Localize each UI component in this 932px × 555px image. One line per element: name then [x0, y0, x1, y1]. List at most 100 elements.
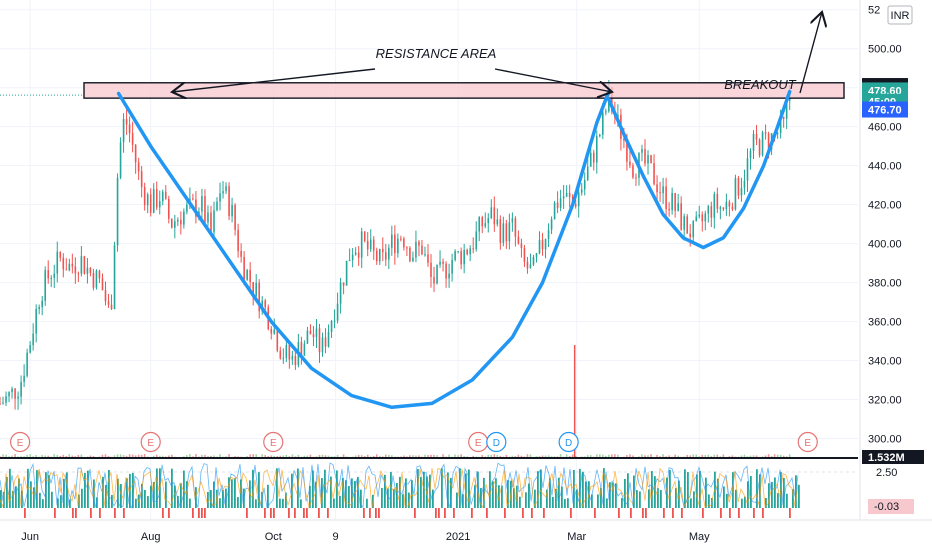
volume-bar: [14, 454, 16, 458]
oscillator-bar: [684, 469, 686, 508]
volume-bar: [499, 455, 502, 458]
oscillator-neg-bar: [738, 508, 740, 518]
oscillator-bar: [540, 469, 542, 508]
candle-body: [562, 196, 565, 199]
volume-bar: [430, 454, 432, 458]
volume-bar: [372, 455, 375, 458]
dividend-marker-circle: [558, 431, 579, 453]
volume-bar: [273, 455, 276, 458]
resistance-arrow-right: [494, 68, 612, 92]
volume-bar: [526, 454, 529, 458]
volume-bar: [285, 454, 288, 458]
candle-body: [354, 252, 357, 255]
volume-bar: [605, 455, 607, 458]
candle-body: [249, 269, 251, 283]
volume-bar: [520, 455, 523, 458]
oscillator-bar: [465, 473, 467, 508]
currency-label: INR: [891, 10, 910, 22]
earnings-marker-label: E: [475, 438, 482, 449]
candle-body: [448, 273, 450, 279]
candle-body: [650, 155, 652, 164]
candle-body: [180, 219, 182, 225]
volume-bar: [252, 454, 254, 458]
oscillator-bar: [222, 490, 224, 508]
price-tick-label: 500.00: [868, 44, 902, 56]
candle-body: [782, 116, 785, 119]
volume-bar: [608, 454, 610, 458]
oscillator-bar: [186, 481, 188, 508]
volume-bar: [228, 454, 230, 458]
oscillator-neg-bar: [444, 508, 446, 518]
candle-body: [698, 214, 701, 217]
candle-body: [463, 249, 465, 265]
volume-bar: [650, 454, 652, 458]
candle-body: [213, 210, 215, 233]
earnings-marker-circle: [263, 431, 284, 453]
oscillator-neg-bar: [762, 508, 764, 518]
candle-body: [623, 138, 625, 141]
candle-body: [731, 206, 734, 210]
price-tick-label: 360.00: [868, 317, 902, 329]
volume-bar: [695, 454, 698, 458]
oscillator-bar: [603, 468, 605, 508]
candle-body: [38, 307, 40, 310]
candle-body: [517, 236, 520, 244]
oscillator-bar: [528, 483, 530, 508]
candle-body: [258, 282, 261, 312]
oscillator-bar: [384, 474, 386, 508]
candle-body: [174, 221, 176, 228]
candle-body: [577, 192, 580, 207]
candle-body: [568, 193, 571, 197]
oscillator-bar: [15, 486, 17, 508]
candle-body: [454, 251, 456, 260]
oscillator-bar: [69, 499, 71, 508]
candle-body: [722, 207, 725, 210]
candle-body: [749, 150, 752, 159]
volume-bar: [213, 455, 215, 458]
candle-body: [312, 334, 315, 338]
oscillator-neg-bar: [630, 508, 632, 518]
volume-bar: [433, 454, 435, 458]
oscillator-bar: [48, 475, 50, 508]
oscillator-bar: [765, 497, 767, 508]
candle-body: [137, 162, 140, 172]
candle-body: [520, 243, 523, 249]
volume-bar: [442, 454, 444, 458]
oscillator-bar: [651, 471, 653, 508]
oscillator-bar: [726, 493, 728, 508]
candle-body: [466, 249, 468, 255]
oscillator-bar: [567, 498, 569, 508]
volume-bar: [11, 455, 13, 458]
volume-bar: [336, 454, 339, 458]
volume-bar: [155, 454, 158, 458]
candle-body: [146, 194, 149, 206]
oscillator-bar: [282, 498, 284, 508]
candle-body: [375, 250, 378, 262]
volume-bar: [460, 454, 462, 458]
candle-body: [282, 357, 285, 359]
volume-bar: [448, 454, 450, 458]
oscillator-bar: [156, 468, 158, 508]
candle-body: [490, 207, 493, 219]
candle-body: [716, 193, 719, 209]
oscillator-bar: [612, 482, 614, 508]
oscillator-bar: [513, 488, 515, 508]
volume-bar: [80, 454, 83, 458]
candle-body: [532, 256, 535, 265]
volume-bar: [167, 455, 170, 458]
candle-body: [360, 231, 363, 258]
volume-bar: [731, 455, 734, 458]
candle-body: [303, 343, 306, 356]
candle-body: [424, 254, 426, 256]
oscillator-bar: [42, 499, 44, 508]
oscillator-bar: [777, 493, 779, 508]
candle-body: [740, 187, 743, 196]
oscillator-bar: [456, 492, 458, 508]
candle-body: [273, 329, 276, 334]
candle-body: [128, 124, 131, 134]
oscillator-bar: [741, 498, 743, 508]
candle-body: [764, 132, 767, 134]
oscillator-tick-label: 2.50: [876, 467, 897, 479]
candle-body: [529, 264, 532, 269]
volume-bar: [749, 455, 752, 458]
